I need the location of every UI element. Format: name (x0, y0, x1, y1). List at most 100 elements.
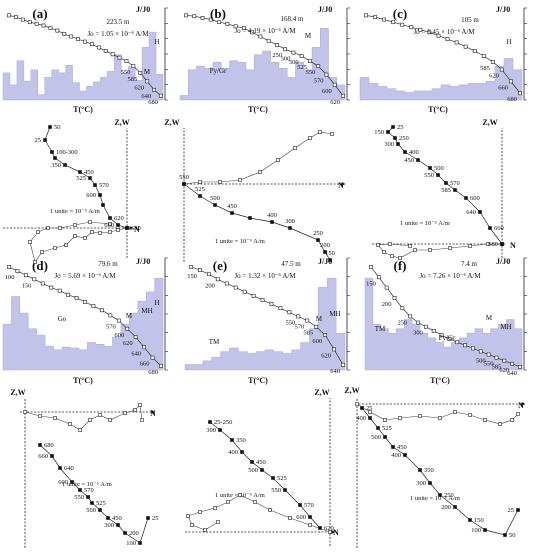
open-symbol (486, 242, 490, 246)
curve-point (384, 285, 389, 290)
temperature-label: 620 (489, 73, 499, 80)
jo-label: Jo = 5.69 × 10⁻⁶ A/M (54, 272, 116, 280)
curve-point (416, 320, 420, 325)
filled-symbol (182, 182, 186, 186)
filled-symbol (464, 196, 468, 200)
mineral-label: TM (375, 325, 386, 333)
step-label: 550 (179, 174, 189, 181)
open-symbol (498, 422, 502, 426)
step-label: 25 (397, 124, 404, 131)
step-label: 600 (296, 514, 306, 521)
open-symbol (198, 180, 202, 184)
curve-point (250, 30, 255, 35)
curve-point (74, 295, 79, 300)
depth-label: 47.5 m (281, 260, 301, 268)
step-label: 300 (285, 218, 295, 225)
curve-point (392, 295, 397, 300)
temperature-axis-label: T(°C) (430, 376, 450, 385)
step-label: 150 (474, 517, 484, 524)
filled-symbol (393, 136, 397, 140)
unit-label: 1 unite = 10⁻⁶ A/m (62, 481, 112, 488)
step-label: 25 (35, 137, 42, 144)
open-symbol (88, 220, 92, 224)
curve-point (463, 44, 468, 49)
filled-symbol (88, 176, 92, 180)
step-label: 680 (131, 225, 141, 232)
zw-axis-label: Z,W (314, 388, 329, 397)
open-symbol (483, 418, 487, 422)
step-label: 600 (86, 192, 96, 199)
filled-symbol (78, 170, 82, 174)
step-label: 500 (210, 195, 220, 202)
step-label: 550 (271, 487, 281, 494)
open-symbol (108, 230, 112, 234)
n-axis-label: N (150, 409, 156, 418)
open-symbol (383, 418, 387, 422)
temperature-axis-label: T(°C) (73, 376, 93, 385)
depth-label: 105 m (461, 16, 479, 24)
vertical-projection (356, 403, 519, 425)
filled-symbol (63, 163, 67, 167)
step-label: 450 (404, 157, 414, 164)
curve-point (116, 318, 121, 323)
step-label: 150 (374, 129, 384, 136)
curve-point (445, 37, 450, 41)
temperature-axis-label: T(°C) (248, 105, 268, 114)
unit-label: 1 unite = 10⁻⁶ A/m (215, 238, 265, 245)
step-label: 550 (424, 172, 434, 179)
curve-point (447, 337, 452, 341)
step-label: 25-250 (214, 419, 232, 426)
filled-symbol (360, 406, 364, 410)
curve-point (225, 21, 230, 26)
temperature-axis-label: T(°C) (248, 376, 268, 385)
filled-symbol (418, 468, 422, 472)
open-symbol (438, 416, 442, 420)
mineral-label: M (126, 312, 133, 320)
mineral-label: H (154, 299, 159, 307)
temperature-label: 600 (114, 332, 124, 339)
curve-point (66, 292, 71, 297)
filled-symbol (478, 210, 482, 214)
open-symbol (133, 408, 137, 412)
filled-symbol (230, 211, 234, 215)
step-label: 500 (434, 165, 444, 172)
temperature-label: 600 (322, 88, 332, 95)
step-label: 300 (384, 141, 394, 148)
open-symbol (516, 412, 520, 416)
temperature-label: 550 (121, 69, 131, 76)
filled-symbol (125, 226, 129, 230)
open-symbol (98, 231, 102, 235)
zw-axis-label: Z,W (164, 118, 179, 127)
filled-symbol (260, 468, 264, 472)
filled-symbol (453, 505, 457, 509)
temperature-label: 640 (131, 350, 141, 357)
temperature-label: 570 (314, 78, 324, 85)
filled-symbol (48, 125, 52, 129)
curve-point (159, 363, 163, 368)
curve-point (159, 93, 163, 98)
step-label: 100 (126, 540, 136, 547)
temperature-label: 500 (289, 59, 299, 66)
mineral-label: MH (141, 307, 152, 315)
open-symbol (253, 500, 257, 504)
filled-symbol (106, 516, 110, 520)
curve-point (32, 277, 37, 282)
thermo-panel-5: (e) 47.5 m Jo = 1.32 × 10⁻⁶ A/M J/J0 T(°C) TM… (184, 257, 350, 385)
curve-point (189, 265, 193, 269)
open-symbol (238, 178, 242, 182)
temperature-label: 570 (294, 324, 304, 331)
curve-point (62, 32, 67, 36)
step-label: 400 (356, 415, 366, 422)
curve-point (260, 298, 265, 302)
open-symbol (413, 248, 417, 252)
open-symbol (123, 411, 127, 415)
depth-label: 168.4 m (281, 15, 305, 23)
open-symbol (140, 418, 144, 422)
curve-point (14, 15, 18, 19)
curve-point (125, 326, 130, 331)
curve-point (373, 15, 377, 19)
jj0-axis-label: J/J0 (136, 5, 150, 14)
step-label: 525 (382, 425, 392, 432)
curve-point (481, 54, 486, 58)
